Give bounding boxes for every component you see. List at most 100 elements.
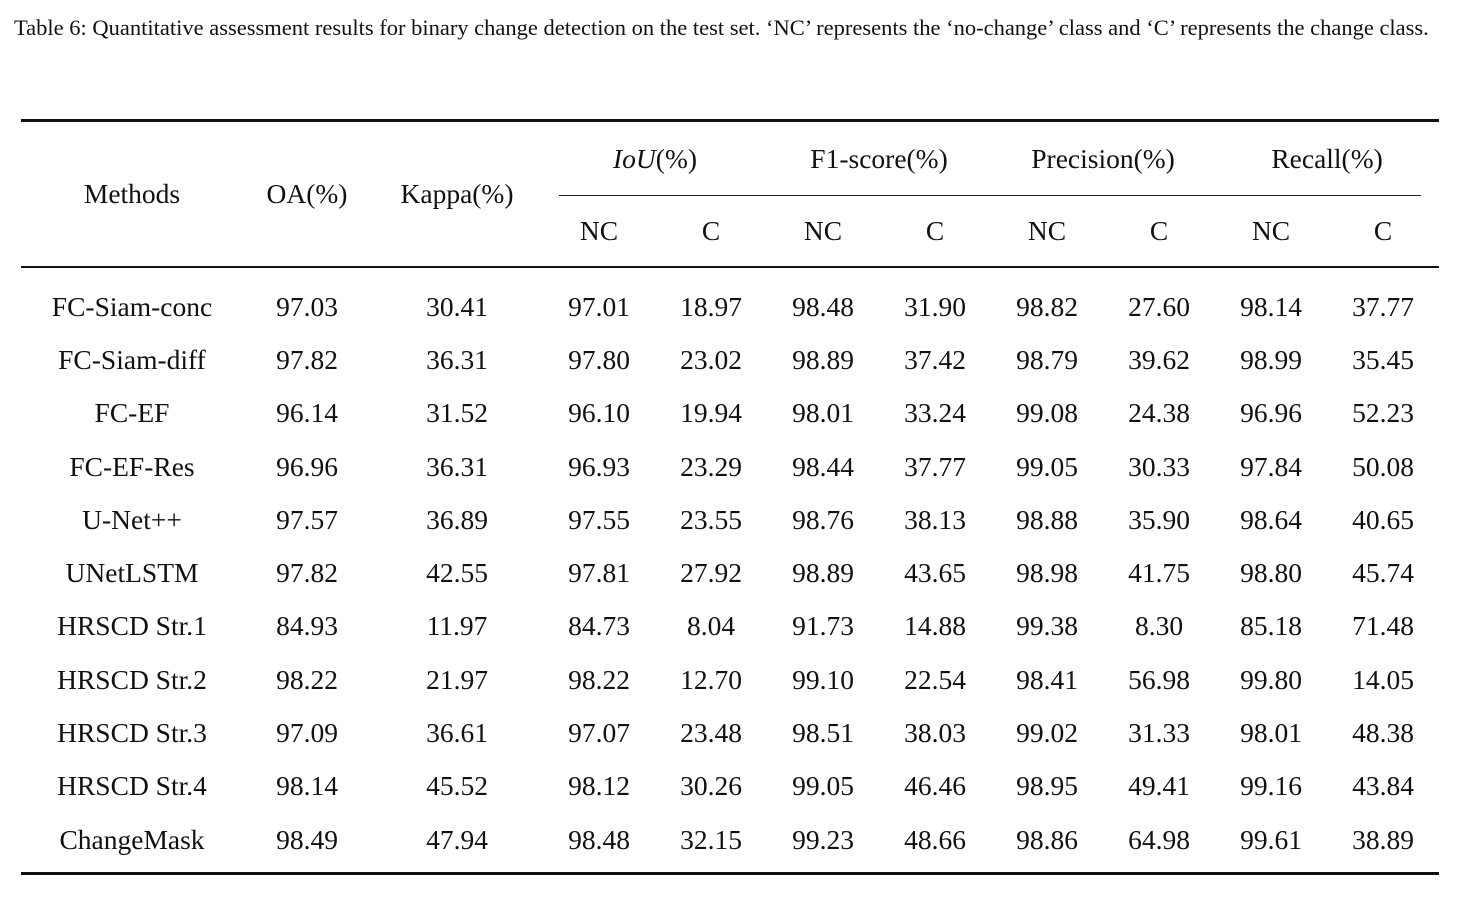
cell-iou-nc: 97.01	[568, 290, 630, 322]
cell-method: HRSCD Str.3	[57, 717, 207, 749]
cell-iou-c: 23.02	[680, 343, 742, 375]
cell-f1-c: 31.90	[904, 290, 966, 322]
cell-recall-nc: 99.80	[1240, 663, 1302, 695]
cell-oa: 97.57	[276, 503, 338, 535]
cell-oa: 97.03	[276, 290, 338, 322]
cell-precision-c: 31.33	[1128, 717, 1190, 749]
cell-precision-c: 56.98	[1128, 663, 1190, 695]
cell-iou-c: 32.15	[655, 812, 768, 876]
cell-oa: 97.82	[276, 557, 338, 589]
header-iou-nc: NC	[543, 196, 655, 268]
cell-kappa: 45.52	[426, 770, 488, 802]
cell-precision-c: 41.75	[1128, 557, 1190, 589]
cell-method: FC-Siam-conc	[51, 290, 213, 322]
cell-precision-c: 8.30	[1134, 610, 1184, 642]
header-oa: OA(%)	[243, 119, 371, 268]
cell-recall-c: 35.45	[1352, 343, 1414, 375]
cell-oa: 98.14	[276, 770, 338, 802]
cell-precision-nc: 98.98	[1016, 557, 1078, 589]
cell-f1-nc: 98.01	[792, 397, 854, 429]
cell-precision-nc: 98.82	[1016, 290, 1078, 322]
cell-f1-c: 33.24	[904, 397, 966, 429]
table-row: FC-Siam-conc 97.03 30.41 97.01 18.97 98.48 31.…	[21, 267, 1439, 333]
cell-kappa: 30.41	[426, 290, 488, 322]
cell-iou-c: 23.55	[680, 503, 742, 535]
cell-iou-c: 30.26	[680, 770, 742, 802]
cell-precision-nc: 98.95	[1016, 770, 1078, 802]
cell-precision-c: 49.41	[1128, 770, 1190, 802]
cell-precision-nc: 99.38	[1016, 610, 1078, 642]
table-row: HRSCD Str.3 97.09 36.61 97.07 23.48 98.51 38.0…	[21, 706, 1439, 759]
cell-iou-nc: 98.12	[568, 770, 630, 802]
header-recall-nc: NC	[1215, 196, 1328, 268]
cell-oa: 97.09	[276, 717, 338, 749]
cell-oa: 97.82	[276, 343, 338, 375]
cell-iou-c: 23.48	[680, 717, 742, 749]
cell-iou-nc: 97.80	[568, 343, 630, 375]
cell-f1-nc: 99.23	[767, 812, 880, 876]
cell-kappa: 21.97	[426, 663, 488, 695]
cell-recall-nc: 96.96	[1240, 397, 1302, 429]
header-f1-nc: NC	[767, 196, 880, 268]
cell-oa: 96.14	[276, 397, 338, 429]
table-row: ChangeMask 98.49 47.94 98.48 32.15 99.23 48.66…	[21, 812, 1440, 876]
header-recall-c: C	[1327, 196, 1440, 268]
cell-f1-nc: 99.05	[792, 770, 854, 802]
cell-kappa: 36.31	[426, 343, 488, 375]
table-row: U-Net++ 97.57 36.89 97.55 23.55 98.76 38.13 98.…	[21, 493, 1439, 546]
cell-method: HRSCD Str.2	[57, 663, 207, 695]
cell-f1-nc: 98.76	[792, 503, 854, 535]
cell-recall-c: 45.74	[1352, 557, 1414, 589]
cell-f1-nc: 98.89	[792, 557, 854, 589]
cell-recall-c: 71.48	[1352, 610, 1414, 642]
cell-method: FC-EF	[94, 397, 170, 429]
cell-recall-c: 43.84	[1352, 770, 1414, 802]
cell-recall-c: 38.89	[1327, 812, 1440, 876]
cell-f1-nc: 98.89	[792, 343, 854, 375]
cell-kappa: 42.55	[426, 557, 488, 589]
header-precision-c: C	[1103, 196, 1216, 268]
cell-recall-nc: 97.84	[1240, 450, 1302, 482]
cell-method: ChangeMask	[21, 812, 243, 876]
cell-f1-c: 37.77	[904, 450, 966, 482]
cell-precision-nc: 99.08	[1016, 397, 1078, 429]
cell-kappa: 36.61	[426, 717, 488, 749]
cell-f1-c: 37.42	[904, 343, 966, 375]
cell-oa: 98.49	[243, 812, 371, 876]
cell-precision-nc: 98.86	[991, 812, 1104, 876]
cell-f1-c: 48.66	[879, 812, 992, 876]
table-header: Methods OA(%) Kappa(%) IoU(%) F1-score(%…	[21, 119, 1440, 268]
cell-iou-nc: 96.93	[568, 450, 630, 482]
cell-f1-c: 22.54	[904, 663, 966, 695]
cell-iou-c: 18.97	[680, 290, 742, 322]
cell-oa: 96.96	[276, 450, 338, 482]
header-methods: Methods	[21, 119, 243, 268]
cell-iou-c: 19.94	[680, 397, 742, 429]
cell-iou-nc: 98.22	[568, 663, 630, 695]
cell-f1-c: 38.13	[904, 503, 966, 535]
table-row: FC-Siam-diff 97.82 36.31 97.80 23.02 98.89 37.…	[21, 333, 1439, 386]
cell-recall-c: 50.08	[1352, 450, 1414, 482]
cell-method: HRSCD Str.1	[57, 610, 207, 642]
results-table-container: Methods OA(%) Kappa(%) IoU(%) F1-score(%…	[21, 119, 1440, 876]
cell-precision-c: 39.62	[1128, 343, 1190, 375]
cell-recall-nc: 85.18	[1240, 610, 1302, 642]
cell-iou-nc: 98.48	[543, 812, 655, 876]
table-row: HRSCD Str.4 98.14 45.52 98.12 30.26 99.05 46.4…	[21, 760, 1439, 813]
cell-precision-c: 64.98	[1103, 812, 1216, 876]
cell-recall-nc: 99.61	[1215, 812, 1328, 876]
table-row: UNetLSTM 97.82 42.55 97.81 27.92 98.89 43.65 98…	[21, 546, 1439, 599]
cell-f1-nc: 98.51	[792, 717, 854, 749]
cell-iou-nc: 97.55	[568, 503, 630, 535]
cell-iou-c: 27.92	[680, 557, 742, 589]
cell-precision-nc: 99.05	[1016, 450, 1078, 482]
table-row: FC-EF 96.14 31.52 96.10 19.94 98.01 33.24 99.08…	[21, 387, 1439, 440]
cell-recall-nc: 98.80	[1240, 557, 1302, 589]
cell-recall-nc: 98.01	[1240, 717, 1302, 749]
header-iou-label: IoU	[613, 143, 656, 174]
cell-oa: 84.93	[276, 610, 338, 642]
header-precision: Precision(%)	[991, 119, 1216, 197]
cell-kappa: 47.94	[371, 812, 543, 876]
header-iou-c: C	[655, 196, 768, 268]
cell-kappa: 36.31	[426, 450, 488, 482]
